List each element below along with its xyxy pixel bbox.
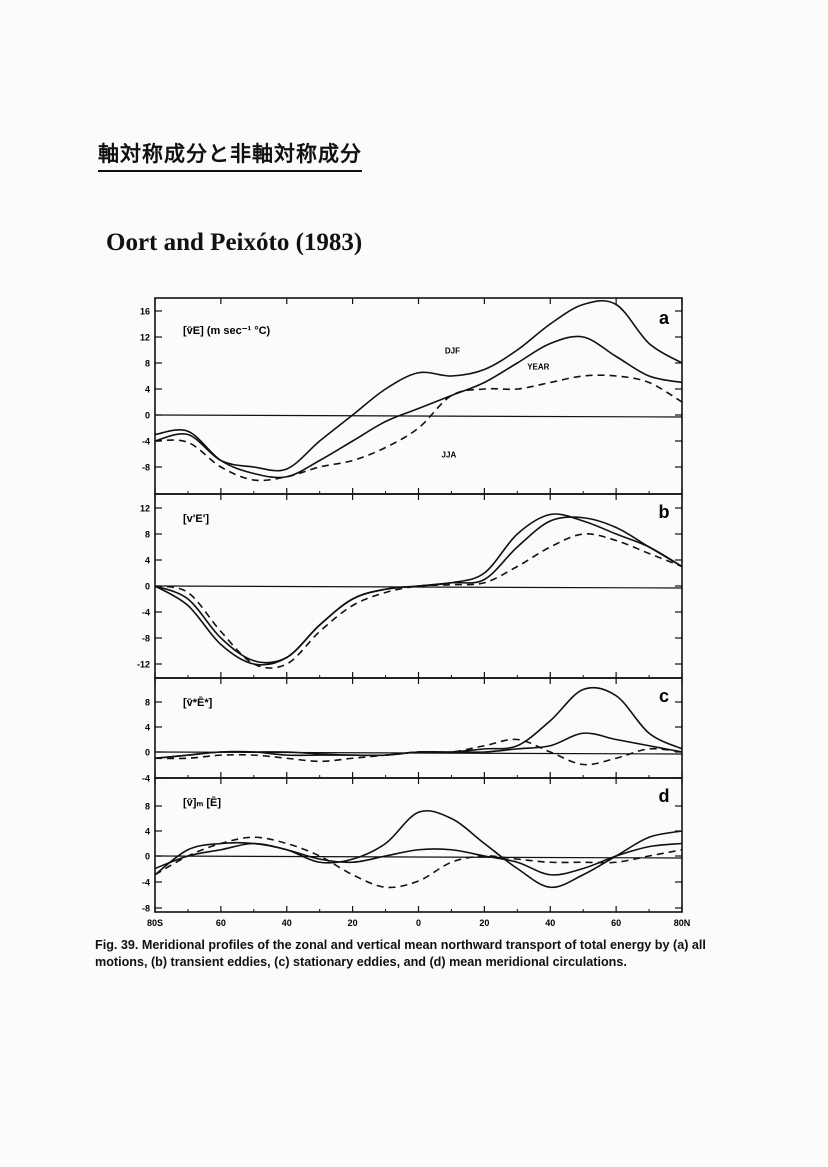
- y-tick-label: 0: [145, 852, 150, 862]
- series-label-djf: DJF: [445, 346, 460, 355]
- series-line-year-a: [154, 335, 683, 479]
- japanese-heading: 軸対称成分と非軸対称成分: [98, 138, 362, 172]
- y-tick-label: -8: [142, 904, 150, 914]
- panel-letter: d: [659, 786, 670, 806]
- series-line-year-c: [154, 732, 683, 760]
- x-tick-label: 40: [545, 918, 555, 928]
- caption-text: Meridional profiles of the zonal and ver…: [95, 938, 706, 969]
- y-tick-label: 4: [145, 827, 150, 837]
- y-tick-label: -4: [142, 774, 150, 784]
- series-line-jja-d: [154, 836, 683, 889]
- panel-quantity-label: [v'E']: [183, 513, 209, 525]
- reference-title: Oort and Peixóto (1983): [106, 229, 363, 256]
- panel-letter: c: [659, 686, 669, 706]
- series-line-year-b: [154, 516, 683, 664]
- y-tick-label: 12: [140, 504, 150, 514]
- y-tick-label: 0: [145, 411, 150, 421]
- x-tick-label: 60: [611, 918, 621, 928]
- x-tick-label: 40: [282, 918, 292, 928]
- y-tick-label: 8: [145, 530, 150, 540]
- panel-frame: [154, 777, 683, 913]
- x-tick-label: 80S: [147, 918, 163, 928]
- x-tick-label: 20: [348, 918, 358, 928]
- panel-frame: [154, 677, 683, 779]
- x-tick-label: 80N: [674, 918, 691, 928]
- y-tick-label: -4: [142, 437, 150, 447]
- y-tick-label: 12: [140, 333, 150, 343]
- y-tick-label: 8: [145, 802, 150, 812]
- y-tick-label: -8: [142, 634, 150, 644]
- y-tick-label: 8: [145, 698, 150, 708]
- panel-letter: b: [659, 502, 670, 522]
- series-line-year-d: [154, 842, 683, 876]
- y-tick-label: -8: [142, 463, 150, 473]
- x-tick-label: 0: [416, 918, 421, 928]
- series-line-jja-c: [154, 738, 683, 766]
- y-tick-label: 4: [145, 723, 150, 733]
- y-tick-label: 0: [145, 582, 150, 592]
- y-tick-label: 8: [145, 359, 150, 369]
- panel-quantity-label: [v̄*Ē*]: [183, 697, 213, 709]
- x-tick-label: 60: [216, 918, 226, 928]
- x-tick-label: 20: [479, 918, 489, 928]
- panel-a: 16 12 8 4 0 -4 -8 a [v̄E] (m sec⁻¹ °C) DJF YEAR JJA: [140, 297, 683, 495]
- panel-letter: a: [659, 308, 670, 328]
- series-line-djf-c: [154, 686, 683, 760]
- series-line-jja-a: [154, 374, 683, 482]
- series-label-jja: JJA: [442, 450, 457, 459]
- panel-quantity-label: [v̄E] (m sec⁻¹ °C): [183, 325, 271, 337]
- zero-line: [154, 855, 683, 859]
- y-tick-label: 16: [140, 307, 150, 317]
- y-tick-label: 0: [145, 748, 150, 758]
- panel-c: 8 4 0 -4 c [v̄*Ē*]: [142, 677, 683, 784]
- y-tick-label: -4: [142, 878, 150, 888]
- caption-label: Fig. 39.: [95, 938, 139, 952]
- panel-b: 12 8 4 0 -4 -8 -12 b [v'E']: [137, 493, 683, 679]
- panel-d: 8 4 0 -4 -8 d [v̄]ₘ [Ē]: [142, 777, 683, 914]
- series-line-jja-b: [154, 533, 683, 669]
- series-line-djf-a: [154, 299, 683, 472]
- y-tick-label: -4: [142, 608, 150, 618]
- series-label-year: YEAR: [527, 363, 549, 372]
- y-tick-label: 4: [145, 556, 150, 566]
- figure-caption: Fig. 39. Meridional profiles of the zona…: [95, 937, 745, 971]
- y-tick-label: -12: [137, 660, 150, 670]
- panel-quantity-label: [v̄]ₘ [Ē]: [183, 797, 221, 809]
- zero-line: [154, 414, 683, 418]
- series-line-djf-d: [154, 809, 683, 889]
- y-tick-label: 4: [145, 385, 150, 395]
- zero-line: [154, 585, 683, 589]
